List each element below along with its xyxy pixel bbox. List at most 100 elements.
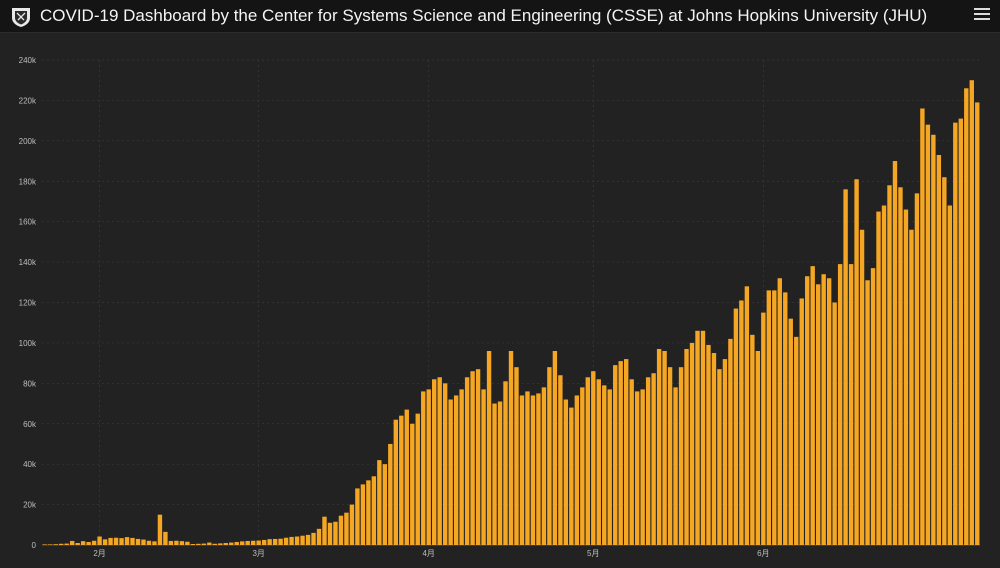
bar[interactable] — [305, 534, 311, 545]
bar[interactable] — [124, 537, 130, 545]
bar[interactable] — [832, 302, 837, 546]
bar[interactable] — [421, 391, 426, 545]
bar[interactable] — [645, 377, 651, 545]
bar[interactable] — [185, 541, 190, 545]
bar[interactable] — [267, 539, 272, 545]
bar[interactable] — [870, 268, 876, 545]
bar[interactable] — [432, 379, 437, 545]
bar[interactable] — [470, 371, 475, 545]
bar[interactable] — [141, 539, 146, 545]
bar[interactable] — [344, 512, 349, 545]
bar[interactable] — [42, 544, 47, 545]
bar[interactable] — [552, 351, 558, 545]
bar[interactable] — [903, 209, 909, 545]
bar[interactable] — [91, 540, 97, 545]
bar[interactable] — [931, 134, 936, 545]
bar[interactable] — [59, 543, 64, 545]
bar[interactable] — [558, 375, 563, 545]
bar[interactable] — [525, 391, 530, 545]
bar[interactable] — [283, 537, 289, 545]
bar[interactable] — [536, 393, 541, 545]
bar[interactable] — [168, 540, 174, 545]
bar[interactable] — [947, 205, 953, 546]
bar[interactable] — [163, 531, 168, 545]
bar[interactable] — [700, 330, 706, 545]
bar[interactable] — [799, 298, 804, 545]
bar[interactable] — [179, 541, 185, 545]
hamburger-menu-icon[interactable] — [972, 5, 992, 25]
bar[interactable] — [366, 480, 371, 545]
bar[interactable] — [508, 351, 514, 545]
bar[interactable] — [613, 365, 618, 545]
bar[interactable] — [174, 540, 179, 545]
bar[interactable] — [678, 367, 684, 545]
bar[interactable] — [212, 543, 217, 545]
bar[interactable] — [300, 535, 305, 545]
bar[interactable] — [486, 351, 492, 545]
bar[interactable] — [618, 361, 623, 545]
bar[interactable] — [942, 177, 947, 546]
bar[interactable] — [349, 504, 355, 545]
bar[interactable] — [333, 521, 338, 545]
bar[interactable] — [135, 538, 141, 545]
bar[interactable] — [338, 515, 344, 545]
bar[interactable] — [969, 80, 974, 546]
bar[interactable] — [475, 369, 481, 545]
bar[interactable] — [958, 118, 963, 546]
bar[interactable] — [530, 395, 536, 545]
bar[interactable] — [64, 543, 69, 545]
bar[interactable] — [843, 189, 848, 546]
bar[interactable] — [848, 264, 854, 545]
bar[interactable] — [634, 391, 640, 545]
bar[interactable] — [393, 419, 399, 545]
bar[interactable] — [218, 543, 223, 545]
bar[interactable] — [596, 379, 601, 545]
bar[interactable] — [629, 379, 634, 545]
bar[interactable] — [728, 338, 733, 545]
bar[interactable] — [541, 387, 547, 545]
bar[interactable] — [355, 488, 360, 545]
bar[interactable] — [481, 389, 486, 545]
bar[interactable] — [684, 348, 689, 545]
bar[interactable] — [316, 528, 322, 545]
bar[interactable] — [196, 543, 201, 545]
bar[interactable] — [788, 318, 793, 545]
bar[interactable] — [689, 342, 695, 545]
bar[interactable] — [415, 413, 420, 545]
bar[interactable] — [547, 367, 552, 545]
bar[interactable] — [48, 544, 53, 545]
bar[interactable] — [744, 286, 750, 545]
bar[interactable] — [371, 476, 377, 545]
bar[interactable] — [777, 278, 782, 545]
bar[interactable] — [574, 395, 580, 545]
bar[interactable] — [261, 539, 267, 545]
bar[interactable] — [503, 381, 508, 545]
bar[interactable] — [152, 541, 157, 545]
bar[interactable] — [459, 389, 464, 545]
bar[interactable] — [667, 367, 673, 545]
bar[interactable] — [278, 538, 283, 545]
bar[interactable] — [97, 536, 102, 545]
bar[interactable] — [569, 407, 574, 545]
bar[interactable] — [975, 102, 980, 545]
bar[interactable] — [591, 371, 596, 545]
bar[interactable] — [86, 541, 91, 545]
bar[interactable] — [810, 266, 815, 545]
bar[interactable] — [826, 278, 832, 545]
bar[interactable] — [953, 122, 958, 545]
bar[interactable] — [964, 88, 969, 545]
bar[interactable] — [722, 359, 728, 545]
bar[interactable] — [706, 344, 711, 545]
bar[interactable] — [234, 541, 239, 545]
bar[interactable] — [289, 536, 294, 545]
bar[interactable] — [102, 539, 108, 545]
bar[interactable] — [602, 385, 607, 545]
bar[interactable] — [656, 348, 662, 545]
bar[interactable] — [859, 229, 865, 545]
bar[interactable] — [887, 185, 892, 545]
bar[interactable] — [53, 544, 58, 545]
bar[interactable] — [920, 108, 925, 546]
bar[interactable] — [925, 124, 931, 546]
bar[interactable] — [837, 264, 843, 545]
bar[interactable] — [207, 542, 212, 545]
